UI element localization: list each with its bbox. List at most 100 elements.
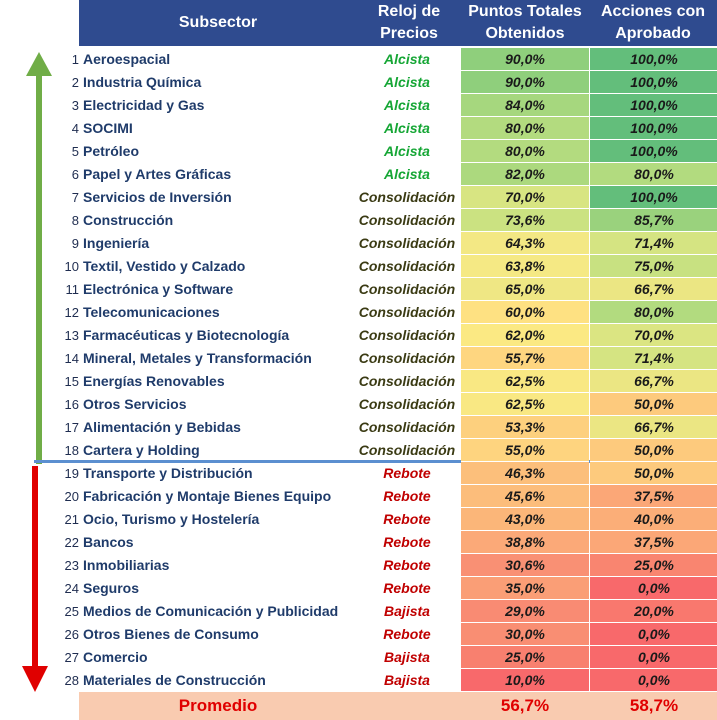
table-row: 14 Mineral, Metales y Transformación Conso… [0, 347, 717, 370]
approved-actions-cell: 50,0% [590, 439, 717, 462]
total-points-cell: 90,0% [461, 48, 589, 71]
subsector-name: Inmobiliarias [83, 557, 170, 573]
price-clock-status: Consolidación [358, 327, 456, 343]
row-number: 13 [64, 328, 79, 343]
row-number: 18 [64, 443, 79, 458]
total-points-cell: 63,8% [461, 255, 589, 278]
header-clock: Reloj de Precios [357, 0, 461, 46]
approved-actions-cell: 66,7% [590, 370, 717, 393]
subsector-name: Cartera y Holding [83, 442, 200, 458]
price-clock-status: Rebote [383, 465, 431, 481]
total-points-cell: 53,3% [461, 416, 589, 439]
average-label: Promedio [178, 696, 258, 715]
table-row: 25 Medios de Comunicación y Publicidad Baj… [0, 600, 717, 623]
table-row: 5 Petróleo Alcista 80,0% 100,0% [0, 140, 717, 163]
table-row: 24 Seguros Rebote 35,0% 0,0% [0, 577, 717, 600]
subsector-name: Servicios de Inversión [83, 189, 232, 205]
total-points-cell: 65,0% [461, 278, 589, 301]
price-clock-status: Consolidación [358, 281, 456, 297]
table-row: 6 Papel y Artes Gráficas Alcista 82,0% 80,0% [0, 163, 717, 186]
approved-actions-cell: 75,0% [590, 255, 717, 278]
row-number: 12 [64, 305, 79, 320]
price-clock-status: Bajista [384, 603, 430, 619]
row-number: 16 [64, 397, 79, 412]
table-row: 12 Telecomunicaciones Consolidación 60,0% 80… [0, 301, 717, 324]
subsector-name: Comercio [83, 649, 148, 665]
subsector-name: Aeroespacial [83, 51, 171, 67]
subsector-name: Fabricación y Montaje Bienes Equipo [83, 488, 332, 504]
total-points-cell: 10,0% [461, 669, 589, 692]
row-number: 15 [64, 374, 79, 389]
table-row: 18 Cartera y Holding Consolidación 55,0% 50,… [0, 439, 717, 462]
row-number: 5 [71, 144, 79, 159]
table-row: 15 Energías Renovables Consolidación 62,5% 6… [0, 370, 717, 393]
subsector-name: Ingeniería [83, 235, 150, 251]
row-number: 19 [64, 466, 79, 481]
subsector-name: Energías Renovables [83, 373, 225, 389]
up-trend-arrow-icon [26, 52, 52, 464]
subsector-name: Seguros [83, 580, 140, 596]
approved-actions-cell: 70,0% [590, 324, 717, 347]
row-number: 4 [71, 121, 79, 136]
table-row: 13 Farmacéuticas y Biotecnología Consolida… [0, 324, 717, 347]
subsector-name: Electricidad y Gas [83, 97, 205, 113]
approved-actions-cell: 0,0% [590, 577, 717, 600]
row-number: 28 [64, 673, 79, 688]
table-row: 16 Otros Servicios Consolidación 62,5% 50,0% [0, 393, 717, 416]
approved-actions-cell: 71,4% [590, 347, 717, 370]
total-points-cell: 25,0% [461, 646, 589, 669]
table-row: 26 Otros Bienes de Consumo Rebote 30,0% 0,0% [0, 623, 717, 646]
row-number: 6 [71, 167, 79, 182]
header-actions-line1: Acciones con [600, 3, 706, 20]
approved-actions-cell: 100,0% [590, 94, 717, 117]
table-row: 28 Materiales de Construcción Bajista 10,0%… [0, 669, 717, 692]
price-clock-status: Alcista [384, 143, 430, 159]
total-points-cell: 30,0% [461, 623, 589, 646]
total-points-cell: 45,6% [461, 485, 589, 508]
price-clock-status: Consolidación [358, 442, 456, 458]
price-clock-status: Consolidación [358, 258, 456, 274]
total-points-cell: 55,0% [461, 439, 589, 462]
table-row: 20 Fabricación y Montaje Bienes Equipo Reb… [0, 485, 717, 508]
subsector-name: SOCIMI [83, 120, 133, 136]
row-number: 9 [71, 236, 79, 251]
total-points-cell: 82,0% [461, 163, 589, 186]
price-clock-status: Rebote [383, 488, 431, 504]
total-points-cell: 60,0% [461, 301, 589, 324]
approved-actions-cell: 37,5% [590, 531, 717, 554]
approved-actions-cell: 66,7% [590, 416, 717, 439]
table-row: 17 Alimentación y Bebidas Consolidación 53,… [0, 416, 717, 439]
price-clock-status: Rebote [383, 557, 431, 573]
approved-actions-cell: 50,0% [590, 462, 717, 485]
table-row: 1 Aeroespacial Alcista 90,0% 100,0% [0, 48, 717, 71]
total-points-cell: 35,0% [461, 577, 589, 600]
subsector-name: Otros Bienes de Consumo [83, 626, 259, 642]
price-clock-status: Rebote [383, 580, 431, 596]
price-clock-status: Rebote [383, 511, 431, 527]
subsector-name: Mineral, Metales y Transformación [83, 350, 312, 366]
total-points-cell: 46,3% [461, 462, 589, 485]
total-points-cell: 90,0% [461, 71, 589, 94]
price-clock-status: Consolidación [358, 350, 456, 366]
trend-divider-line [34, 460, 717, 463]
price-clock-status: Alcista [384, 166, 430, 182]
subsector-name: Telecomunicaciones [83, 304, 220, 320]
subsector-name: Construcción [83, 212, 174, 228]
approved-actions-cell: 66,7% [590, 278, 717, 301]
approved-actions-cell: 37,5% [590, 485, 717, 508]
subsector-name: Alimentación y Bebidas [83, 419, 241, 435]
row-number: 23 [64, 558, 79, 573]
total-points-cell: 62,0% [461, 324, 589, 347]
price-clock-status: Consolidación [358, 419, 456, 435]
table-row: 3 Electricidad y Gas Alcista 84,0% 100,0% [0, 94, 717, 117]
approved-actions-cell: 50,0% [590, 393, 717, 416]
row-number: 11 [65, 282, 80, 297]
row-number: 25 [64, 604, 79, 619]
subsector-name: Bancos [83, 534, 134, 550]
total-points-cell: 80,0% [461, 140, 589, 163]
price-clock-status: Consolidación [358, 189, 456, 205]
approved-actions-cell: 71,4% [590, 232, 717, 255]
table-row: 9 Ingeniería Consolidación 64,3% 71,4% [0, 232, 717, 255]
approved-actions-cell: 0,0% [590, 623, 717, 646]
price-clock-status: Consolidación [358, 235, 456, 251]
